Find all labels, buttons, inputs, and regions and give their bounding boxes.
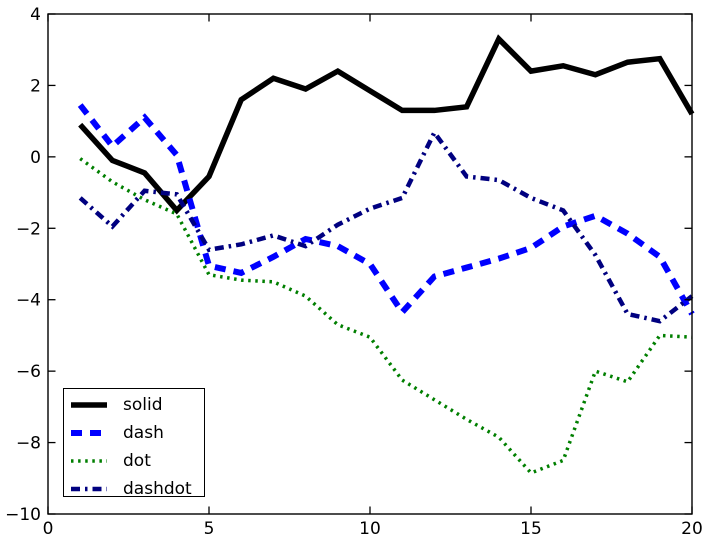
dot-line [79,157,693,475]
legend: solid dash dot dashdot [63,388,205,497]
y-tick-label: −4 [16,291,41,311]
x-tick-label: 15 [520,519,542,539]
y-tick-label: −2 [16,219,41,239]
legend-item-solid: solid [64,391,204,419]
solid-line [78,34,695,215]
x-tick-label: 20 [681,519,703,539]
y-tick-label: −6 [16,362,41,382]
legend-label-dashdot: dashdot [123,478,192,499]
dashdot-line [78,128,694,324]
y-tick-label: −10 [5,505,41,525]
dashdot-line-swatch [71,486,107,492]
solid-line-swatch [71,402,107,408]
legend-item-dash: dash [64,419,204,447]
dash-line [77,103,695,318]
y-tick-label: 2 [30,76,41,96]
y-tick-label: 0 [30,148,41,168]
y-tick-label: −8 [16,434,41,454]
dash-line-swatch [71,430,107,436]
legend-item-dot: dot [64,447,204,475]
legend-item-dashdot: dashdot [64,475,204,503]
x-tick-label: 5 [204,519,215,539]
legend-label-solid: solid [123,394,163,415]
legend-label-dash: dash [123,422,164,443]
y-tick-label: 4 [30,5,41,25]
x-tick-label: 10 [359,519,381,539]
dot-line-swatch [71,459,107,463]
x-tick-label: 0 [43,519,54,539]
legend-label-dot: dot [123,450,151,471]
